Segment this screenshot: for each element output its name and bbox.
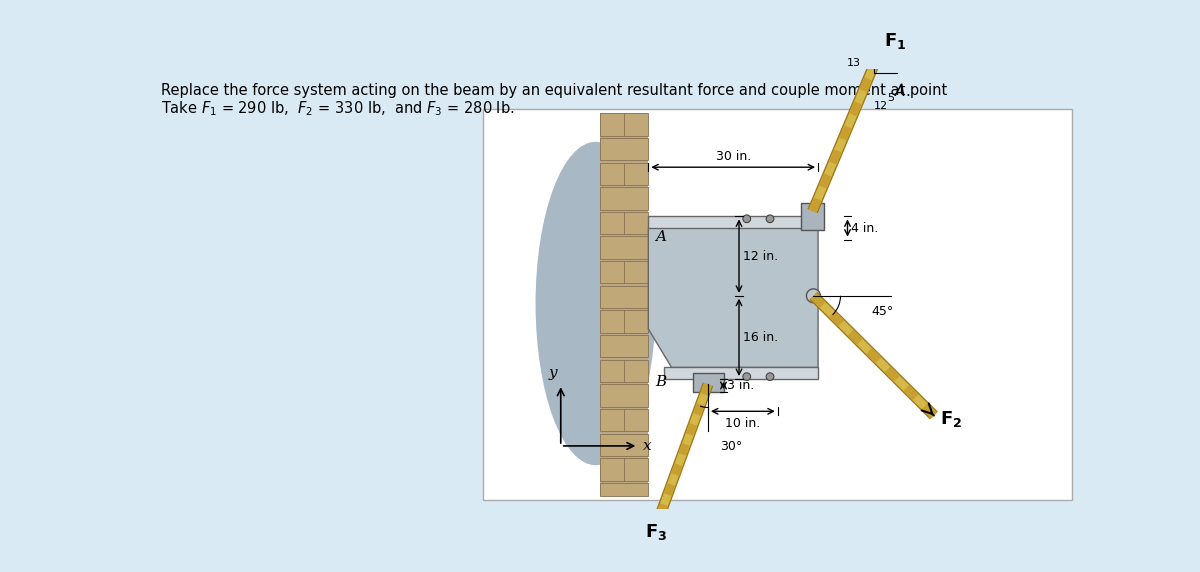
Bar	[600, 236, 648, 259]
Polygon shape	[648, 228, 818, 367]
Text: 4 in.: 4 in.	[851, 221, 878, 235]
Bar	[600, 311, 648, 333]
Text: $\mathbf{F_2}$: $\mathbf{F_2}$	[940, 410, 962, 430]
Text: 10 in.: 10 in.	[725, 418, 761, 431]
Circle shape	[743, 373, 751, 380]
Text: 13: 13	[847, 58, 862, 68]
Ellipse shape	[535, 142, 655, 465]
Text: Replace the force system acting on the beam by an equivalent resultant force and: Replace the force system acting on the b…	[161, 82, 952, 97]
Bar	[600, 458, 648, 480]
Bar	[600, 187, 648, 209]
Bar	[600, 162, 648, 185]
Bar	[484, 109, 1073, 500]
Bar	[600, 409, 648, 431]
Bar	[648, 216, 818, 228]
Text: $\mathbf{F_1}$: $\mathbf{F_1}$	[884, 31, 907, 51]
Text: 12: 12	[875, 101, 888, 110]
Text: 12 in.: 12 in.	[743, 249, 778, 263]
Circle shape	[766, 373, 774, 380]
Text: 5: 5	[888, 93, 894, 103]
Bar	[664, 367, 818, 379]
Bar	[600, 384, 648, 407]
Text: Take $\it{F}_1$ = 290 lb,  $\it{F}_2$ = 330 lb,  and $\it{F}_3$ = 280 lb.: Take $\it{F}_1$ = 290 lb, $\it{F}_2$ = 3…	[161, 100, 515, 118]
Text: 45°: 45°	[871, 305, 894, 318]
Bar	[600, 286, 648, 308]
Circle shape	[806, 289, 821, 303]
Text: A: A	[655, 231, 666, 244]
Bar	[600, 113, 648, 136]
Circle shape	[766, 215, 774, 223]
Circle shape	[743, 215, 751, 223]
Bar	[600, 483, 648, 496]
Text: $\it{A}$.: $\it{A}$.	[894, 82, 911, 98]
Bar	[692, 373, 724, 392]
Bar	[600, 113, 648, 496]
Text: 16 in.: 16 in.	[743, 331, 778, 344]
Text: B: B	[655, 375, 666, 389]
Bar	[600, 212, 648, 234]
Bar	[600, 360, 648, 382]
Bar	[600, 261, 648, 284]
Bar	[600, 335, 648, 358]
Bar	[802, 204, 824, 231]
Text: y: y	[548, 367, 557, 380]
Bar	[600, 138, 648, 160]
Text: 30°: 30°	[720, 440, 742, 453]
Text: x: x	[643, 439, 652, 453]
Text: $\mathbf{F_3}$: $\mathbf{F_3}$	[646, 522, 667, 542]
Bar	[600, 434, 648, 456]
Text: 3 in.: 3 in.	[727, 379, 755, 392]
Text: 30 in.: 30 in.	[715, 150, 751, 162]
